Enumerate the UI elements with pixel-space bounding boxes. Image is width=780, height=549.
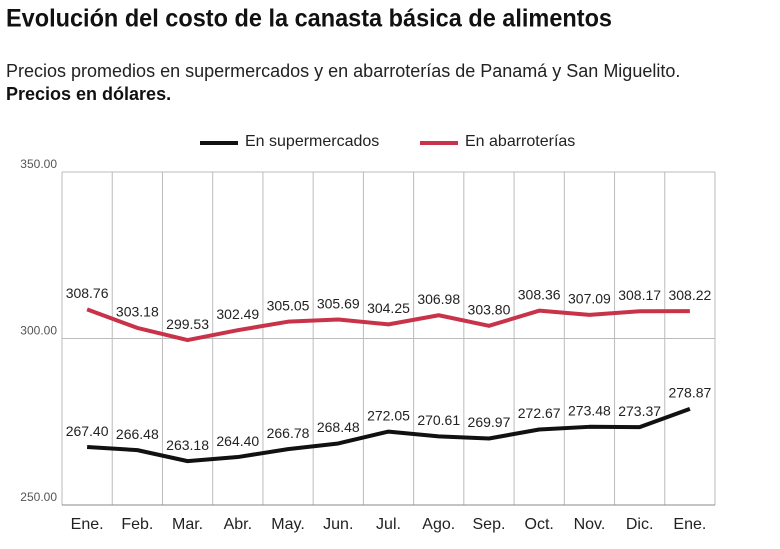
chart-title: Evolución del costo de la canasta básica… xyxy=(6,5,612,33)
x-tick-label: Abr. xyxy=(224,516,252,533)
legend-label: En abarroterías xyxy=(465,133,575,150)
series-line xyxy=(86,406,691,464)
y-tick-label: 300.00 xyxy=(20,324,57,338)
data-label: 306.98 xyxy=(417,291,460,307)
data-label: 303.80 xyxy=(468,302,511,318)
x-tick-label: Mar. xyxy=(172,516,203,533)
data-label: 308.76 xyxy=(66,285,109,301)
data-label: 263.18 xyxy=(166,437,209,453)
data-label: 272.05 xyxy=(367,407,410,423)
data-label: 264.40 xyxy=(216,433,259,449)
data-label: 302.49 xyxy=(216,306,259,322)
data-label: 307.09 xyxy=(568,291,611,307)
data-label: 270.61 xyxy=(417,412,460,428)
x-tick-label: May. xyxy=(271,516,304,533)
data-label: 268.48 xyxy=(317,419,360,435)
x-tick-label: Sep. xyxy=(473,516,506,533)
y-tick-label: 350.00 xyxy=(20,157,57,171)
x-tick-label: Ago. xyxy=(422,516,455,533)
data-label: 267.40 xyxy=(66,423,109,439)
x-tick-label: Ene. xyxy=(71,516,104,533)
x-tick-label: Jun. xyxy=(323,516,353,533)
data-label: 305.05 xyxy=(267,297,310,313)
data-label: 272.67 xyxy=(518,405,561,421)
data-label: 278.87 xyxy=(668,385,711,401)
data-label: 273.48 xyxy=(568,403,611,419)
series-line xyxy=(86,307,690,343)
legend-label: En supermercados xyxy=(245,133,379,150)
data-label: 266.48 xyxy=(116,426,159,442)
data-label: 269.97 xyxy=(468,414,511,430)
data-label: 305.69 xyxy=(317,295,360,311)
x-tick-label: Feb. xyxy=(121,516,153,533)
x-tick-label: Ene. xyxy=(673,516,706,533)
x-tick-label: Jul. xyxy=(376,516,401,533)
data-label: 304.25 xyxy=(367,300,410,316)
data-label: 303.18 xyxy=(116,304,159,320)
data-label: 308.22 xyxy=(668,287,711,303)
chart-subtitle: Precios promedios en supermercados y en … xyxy=(6,61,680,81)
chart-note: Precios en dólares. xyxy=(6,84,171,104)
data-label: 308.36 xyxy=(518,286,561,302)
data-label: 266.78 xyxy=(267,425,310,441)
x-tick-label: Nov. xyxy=(574,516,606,533)
data-label: 299.53 xyxy=(166,316,209,332)
x-tick-label: Dic. xyxy=(626,516,654,533)
x-tick-label: Oct. xyxy=(525,516,554,533)
data-label: 308.17 xyxy=(618,287,661,303)
data-label: 273.37 xyxy=(618,403,661,419)
y-tick-label: 250.00 xyxy=(20,490,57,504)
